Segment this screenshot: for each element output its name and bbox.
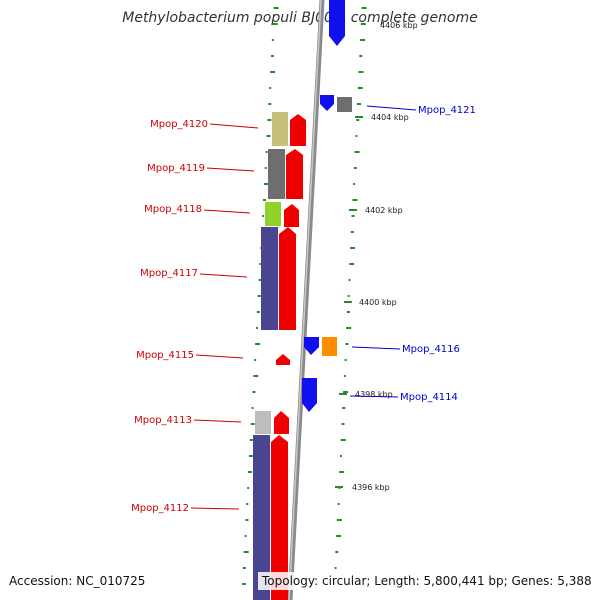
feature-block-4121 xyxy=(337,97,352,112)
gene-arrow-4115 xyxy=(276,354,290,365)
kbp-scale: 4406 kbp 4404 kbp 4402 kbp 4400 kbp 4398… xyxy=(335,21,418,492)
genome-backbone xyxy=(287,0,325,600)
gene-arrow-4112 xyxy=(271,435,288,600)
feature-block-4113 xyxy=(255,411,271,434)
feature-block-4116 xyxy=(322,337,337,356)
feature-block-4117 xyxy=(261,227,278,330)
gene-arrow-4113 xyxy=(274,411,289,434)
gene-label-4116: Mpop_4116 xyxy=(402,344,460,355)
gene-labels-left: Mpop_4120 Mpop_4119 Mpop_4118 Mpop_4117 … xyxy=(131,119,259,514)
gene-label-4120: Mpop_4120 xyxy=(150,119,208,130)
leader-line xyxy=(190,507,240,510)
map-title: Methylobacterium populi BJ001, complete … xyxy=(122,10,478,26)
feature-block-4118 xyxy=(265,202,281,226)
gene-arrow-4117 xyxy=(279,227,296,330)
gene-label-4119: Mpop_4119 xyxy=(147,163,205,174)
gene-arrow-4120 xyxy=(290,114,306,146)
kbp-label: 4398 kbp xyxy=(355,390,393,399)
accession-label: Accession: NC_010725 xyxy=(9,574,146,588)
leader-line xyxy=(195,354,244,359)
gene-label-4112: Mpop_4112 xyxy=(131,503,189,514)
kbp-label: 4402 kbp xyxy=(365,206,403,215)
gene-arrow-4116 xyxy=(304,337,319,355)
leader-line xyxy=(366,105,417,111)
gene-label-4114: Mpop_4114 xyxy=(400,392,458,403)
gene-arrow-top xyxy=(329,0,345,46)
kbp-label: 4396 kbp xyxy=(352,483,390,492)
feature-block-4120 xyxy=(272,112,288,146)
gene-arrow-4118 xyxy=(284,204,299,227)
leader-line xyxy=(209,123,259,129)
leader-line xyxy=(349,395,399,398)
gene-label-4121: Mpop_4121 xyxy=(418,105,476,116)
leader-line xyxy=(199,273,248,278)
gene-label-4117: Mpop_4117 xyxy=(140,268,198,279)
genome-backbone-highlight xyxy=(288,0,322,600)
kbp-label: 4404 kbp xyxy=(371,113,409,122)
gene-label-4113: Mpop_4113 xyxy=(134,415,192,426)
gene-labels-right: Mpop_4121 Mpop_4116 Mpop_4114 xyxy=(349,105,476,403)
gene-arrow-4119 xyxy=(286,149,303,199)
leader-line xyxy=(193,419,242,423)
gene-arrow-4114 xyxy=(302,378,317,412)
gene-label-4118: Mpop_4118 xyxy=(144,204,202,215)
gene-arrow-4121 xyxy=(320,95,334,111)
kbp-label: 4400 kbp xyxy=(359,298,397,307)
genome-summary: Topology: circular; Length: 5,800,441 bp… xyxy=(258,572,596,590)
leader-line xyxy=(351,346,401,350)
leader-line xyxy=(206,167,255,172)
feature-block-4112 xyxy=(253,435,270,600)
kbp-label: 4406 kbp xyxy=(380,21,418,30)
feature-block-4119 xyxy=(268,149,285,199)
leader-line xyxy=(203,209,251,214)
gene-label-4115: Mpop_4115 xyxy=(136,350,194,361)
gc-content-track-outer xyxy=(333,7,367,585)
